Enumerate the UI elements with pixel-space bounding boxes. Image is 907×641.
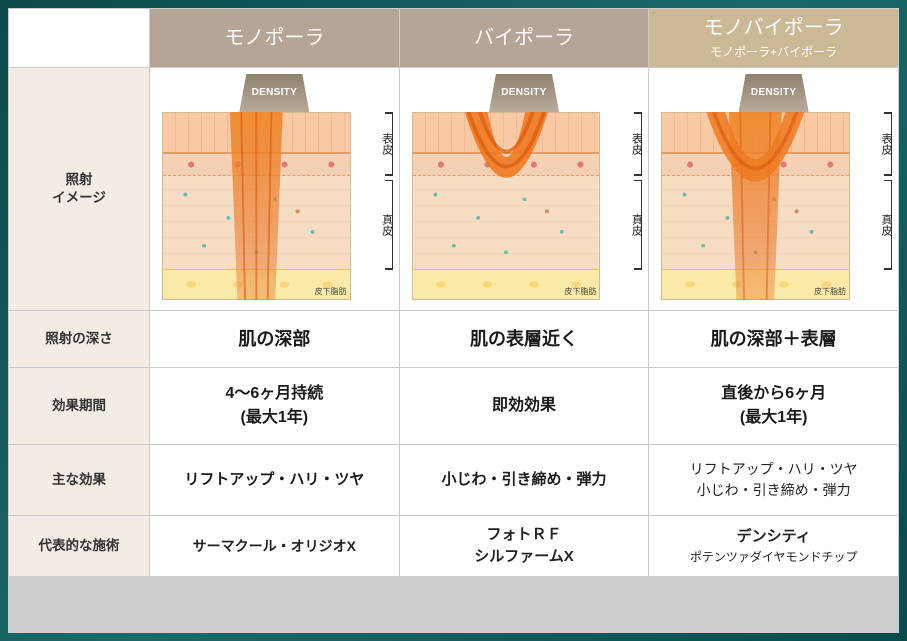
applicator-icon: DENSITY <box>489 74 559 112</box>
applicator-icon: DENSITY <box>739 74 809 112</box>
comparison-table: モノポーラ バイポーラ モノバイポーラ モノポーラ+バイポーラ 照射 イメージ … <box>8 8 899 633</box>
depth-mono: 肌の深部 <box>150 311 399 367</box>
header-monopolar-title: モノポーラ <box>224 25 324 52</box>
header-monobipolar: モノバイポーラ モノポーラ+バイポーラ <box>649 9 898 67</box>
label-epidermis: 表皮 <box>377 133 394 155</box>
diagram-bipolar: DENSITY 表皮 真皮 <box>400 68 649 310</box>
fat-layer-label <box>662 269 849 299</box>
header-bipolar-title: バイポーラ <box>474 25 574 52</box>
row-label-duration: 効果期間 <box>9 368 149 444</box>
effect-mono: リフトアップ・ハリ・ツヤ <box>150 445 399 515</box>
header-monopolar: モノポーラ <box>150 9 399 67</box>
fat-layer-label <box>163 269 350 299</box>
row-label-image: 照射 イメージ <box>9 68 149 310</box>
label-dermis: 真皮 <box>377 214 394 236</box>
skin-layers <box>412 112 601 300</box>
duration-mb: 直後から6ヶ月 (最大1年) <box>649 368 898 444</box>
effect-bi: 小じわ・引き締め・弾力 <box>400 445 649 515</box>
depth-mb: 肌の深部＋表層 <box>649 311 898 367</box>
row-label-example: 代表的な施術 <box>9 516 149 576</box>
label-epidermis: 表皮 <box>626 133 643 155</box>
duration-mono: 4〜6ヶ月持続 (最大1年) <box>150 368 399 444</box>
skin-layers <box>162 112 351 300</box>
label-dermis: 真皮 <box>626 214 643 236</box>
example-bi: フォトＲＦ シルファームX <box>400 516 649 576</box>
example-mono: サーマクール・オリジオX <box>150 516 399 576</box>
example-mb: デンシティ ポテンツァダイヤモンドチップ <box>649 516 898 576</box>
header-monobipolar-title: モノバイポーラ <box>704 15 844 42</box>
label-dermis: 真皮 <box>876 214 893 236</box>
header-corner <box>9 9 149 67</box>
depth-bi: 肌の表層近く <box>400 311 649 367</box>
effect-mb: リフトアップ・ハリ・ツヤ 小じわ・引き締め・弾力 <box>649 445 898 515</box>
label-epidermis: 表皮 <box>876 133 893 155</box>
fat-layer-label <box>413 269 600 299</box>
row-label-depth: 照射の深さ <box>9 311 149 367</box>
layer-brackets: 表皮 真皮 <box>602 112 642 300</box>
diagram-monopolar: DENSITY 表皮 真皮 <box>150 68 399 310</box>
row-label-effect: 主な効果 <box>9 445 149 515</box>
layer-brackets: 表皮 真皮 <box>353 112 393 300</box>
diagram-monobipolar: DENSITY 表皮 <box>649 68 898 310</box>
duration-bi: 即効効果 <box>400 368 649 444</box>
applicator-icon: DENSITY <box>239 74 309 112</box>
layer-brackets: 表皮 真皮 <box>852 112 892 300</box>
header-bipolar: バイポーラ <box>400 9 649 67</box>
header-monobipolar-subtitle: モノポーラ+バイポーラ <box>710 44 837 60</box>
skin-layers <box>661 112 850 300</box>
